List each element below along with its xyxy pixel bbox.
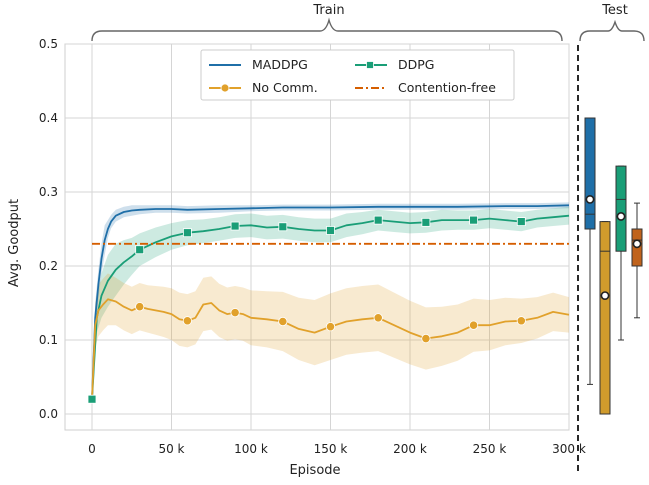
legend-label-contention-free: Contention-free <box>398 80 496 95</box>
band-ddpg <box>92 206 569 404</box>
y-tick-label: 0.3 <box>39 185 58 199</box>
box-ddpg <box>615 165 627 252</box>
marker-no-comm <box>468 320 479 330</box>
marker-no-comm <box>135 302 145 312</box>
grid <box>64 43 570 431</box>
tick-labels: 0 50 k 100 k 150 k 200 k 250 k 300 k 0.0 0.1 0.2 0… <box>39 37 586 456</box>
line-no-comm <box>91 298 570 400</box>
legend-box <box>200 49 515 101</box>
legend-marker-ddpg <box>366 61 374 69</box>
marker-ddpg <box>278 222 288 232</box>
test-boxplots <box>584 117 643 415</box>
legend-label-maddpg: MADDPG <box>252 57 308 72</box>
test-brace <box>579 19 645 42</box>
y-tick-label: 0.4 <box>39 111 58 125</box>
marker-no-comm <box>516 316 526 326</box>
marker-ddpg <box>135 245 145 255</box>
x-tick-label: 150 k <box>314 442 348 456</box>
box-no-comm <box>599 221 611 415</box>
box-maddpg <box>584 117 596 230</box>
marker-no-comm <box>373 313 383 323</box>
band-no-comm <box>92 273 569 404</box>
x-tick-label: 200 k <box>393 442 427 456</box>
marker-ddpg <box>230 221 240 231</box>
marker-no-comm <box>325 322 336 332</box>
marker-ddpg <box>469 215 479 225</box>
x-tick-label: 0 <box>88 442 96 456</box>
legend-label-nocomm: No Comm. <box>252 80 318 95</box>
y-tick-label: 0.2 <box>39 259 58 273</box>
series-markers <box>87 215 526 404</box>
marker-ddpg <box>182 228 192 238</box>
legend: MADDPG DDPG No Comm. Contention-free <box>200 49 515 101</box>
y-tick-label: 0.5 <box>39 37 58 51</box>
marker-ddpg <box>421 217 431 227</box>
mean-ddpg <box>616 212 626 221</box>
y-tick-label: 0.1 <box>39 333 58 347</box>
legend-label-ddpg: DDPG <box>398 57 434 72</box>
mean-no-comm <box>600 291 610 300</box>
marker-ddpg <box>373 215 383 225</box>
train-brace <box>91 17 563 42</box>
x-axis-label: Episode <box>289 463 340 478</box>
confidence-bands <box>92 202 569 404</box>
marker-ddpg <box>516 217 526 227</box>
mean-contention-free <box>632 239 642 249</box>
marker-no-comm <box>182 316 192 326</box>
x-tick-label: 300 k <box>552 442 586 456</box>
marker-ddpg <box>87 394 97 404</box>
mean-maddpg <box>585 194 595 204</box>
x-tick-label: 50 k <box>158 442 184 456</box>
marker-no-comm <box>421 333 431 344</box>
test-label: Test <box>601 3 628 18</box>
series-lines <box>91 204 570 400</box>
line-ddpg <box>91 214 570 400</box>
marker-no-comm <box>230 308 240 318</box>
marker-no-comm <box>278 316 288 327</box>
y-tick-label: 0.0 <box>39 407 58 421</box>
marker-ddpg <box>326 226 335 235</box>
train-label: Train <box>312 3 344 18</box>
x-tick-label: 250 k <box>473 442 507 456</box>
x-tick-label: 100 k <box>234 442 268 456</box>
legend-marker-nocomm <box>220 83 230 93</box>
y-axis-label: Avg. Goodput <box>7 199 22 287</box>
